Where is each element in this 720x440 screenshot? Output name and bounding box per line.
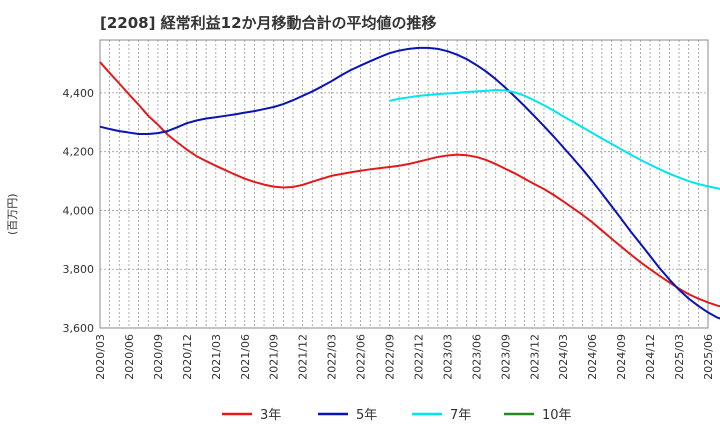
grid (100, 40, 708, 329)
x-tick-label: 2022/03 (326, 334, 339, 380)
legend-label: 3年 (260, 408, 281, 423)
y-axis-ticks: 3,600 3,800 4,000 4,200 4,400 (63, 87, 95, 335)
x-tick-label: 2022/12 (412, 334, 425, 380)
y-tick-label: 4,000 (63, 204, 95, 217)
y-tick-label: 3,600 (63, 322, 95, 335)
x-tick-label: 2025/03 (673, 334, 686, 380)
x-tick-label: 2024/03 (557, 334, 570, 380)
x-tick-label: 2021/06 (239, 334, 252, 380)
series-line-7年 (389, 88, 720, 190)
series-line-3年 (99, 61, 720, 308)
y-tick-label: 3,800 (63, 263, 95, 276)
x-tick-label: 2024/09 (615, 334, 628, 380)
x-tick-label: 2021/12 (297, 334, 310, 380)
x-tick-label: 2023/06 (470, 334, 483, 380)
series-line-5年 (99, 46, 720, 320)
x-tick-label: 2023/12 (528, 334, 541, 380)
x-tick-label: 2021/03 (210, 334, 223, 380)
legend: 3年 5年 7年 10年 (222, 408, 572, 423)
x-tick-label: 2022/06 (355, 334, 368, 380)
y-tick-label: 4,400 (63, 87, 95, 100)
series-lines (99, 46, 720, 320)
x-tick-label: 2022/09 (384, 334, 397, 380)
x-tick-label: 2023/03 (441, 334, 454, 380)
y-tick-label: 4,200 (63, 146, 95, 159)
legend-label: 5年 (356, 408, 377, 423)
x-tick-label: 2024/12 (644, 334, 657, 380)
x-axis-ticks: 2020/03 2020/06 2020/09 2020/12 2021/03 2021/… (94, 334, 715, 380)
x-tick-label: 2024/06 (586, 334, 599, 380)
x-tick-label: 2020/09 (152, 334, 165, 380)
legend-label: 10年 (542, 408, 572, 423)
chart-title: [2208] 経常利益12か月移動合計の平均値の推移 (100, 14, 437, 32)
x-tick-label: 2021/09 (268, 334, 281, 380)
x-tick-label: 2020/06 (123, 334, 136, 380)
x-tick-label: 2020/03 (94, 334, 107, 380)
legend-label: 7年 (450, 408, 471, 423)
x-tick-label: 2020/12 (181, 334, 194, 380)
plot-area (99, 39, 709, 329)
x-tick-label: 2023/09 (499, 334, 512, 380)
x-tick-label: 2025/06 (702, 334, 715, 380)
